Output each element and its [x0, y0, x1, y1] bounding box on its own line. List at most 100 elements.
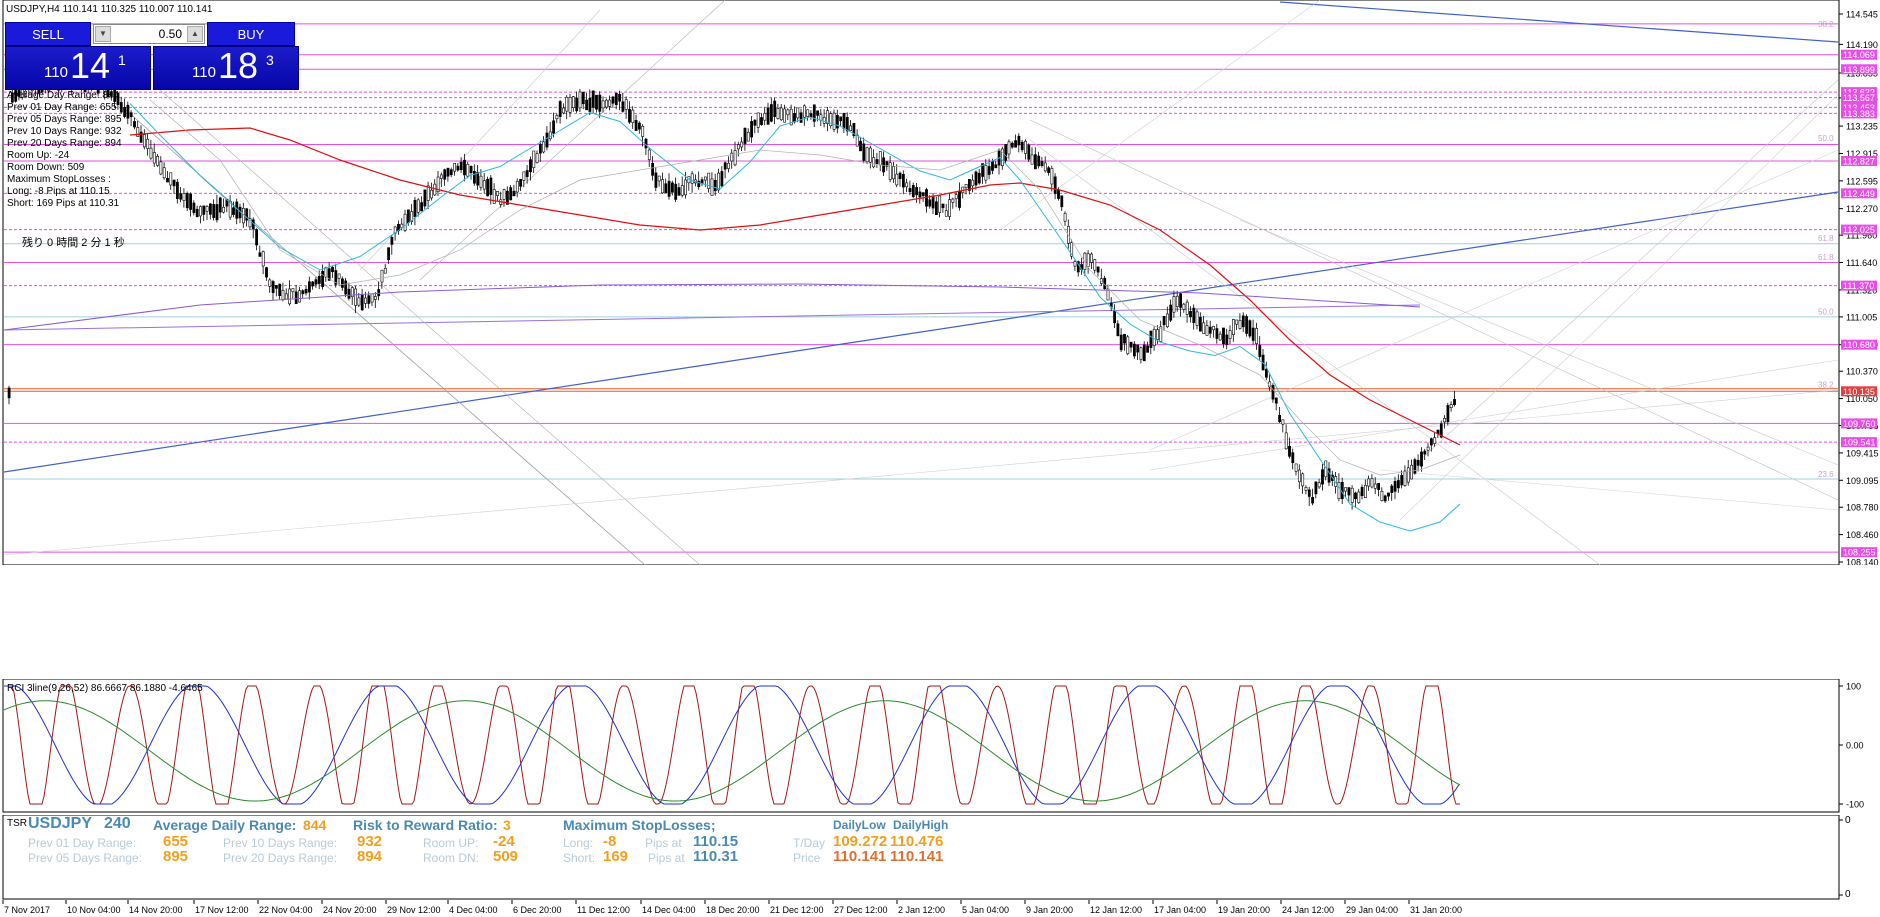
candle-body: [1020, 141, 1024, 151]
candle-body: [1086, 253, 1090, 267]
tsr-timeframe: 240: [104, 815, 131, 832]
candle-body: [126, 104, 130, 119]
rci-long-line: [3, 700, 1461, 802]
candle-body: [621, 101, 625, 112]
fib-labels: 38.2 50.0 61.8 61.8 50.0 38.2 23.6: [1818, 20, 1834, 479]
candle-body: [1162, 315, 1166, 326]
candle-body: [598, 94, 602, 112]
candle-body: [472, 171, 476, 184]
rci-chart-svg[interactable]: 100 0.00 -100: [0, 679, 1880, 813]
price-tick-label: 114.190: [1846, 40, 1878, 50]
candle-body: [1304, 486, 1308, 491]
candle-body: [1327, 468, 1331, 483]
candle-body: [802, 105, 806, 118]
candle-body: [1166, 313, 1169, 328]
candle-body: [888, 162, 892, 180]
candle-body: [1274, 397, 1278, 404]
fib-label: 61.8: [1818, 253, 1834, 262]
lot-decrease-button[interactable]: ▼: [95, 26, 111, 42]
buy-price-button[interactable]: 110 18 3: [153, 45, 299, 90]
candle-body: [1364, 485, 1367, 498]
candle-body: [430, 189, 433, 199]
candle-body: [1370, 478, 1374, 488]
candle-body: [1433, 437, 1437, 444]
ma-cyan: [129, 103, 1461, 532]
one-click-trade-panel[interactable]: SELL ▼ 0.50 ▲ BUY 110 14 1 110 18 3: [5, 22, 299, 90]
price-tick-label: 111.960: [1846, 231, 1877, 241]
long-price: 110.15: [693, 833, 739, 850]
candle-body: [340, 278, 344, 288]
candle-body: [209, 203, 212, 215]
candle-body: [1393, 481, 1397, 492]
rci-short-line: [4, 685, 1460, 805]
candle-body: [1416, 459, 1420, 466]
candle-body: [736, 144, 740, 150]
candle-body: [1037, 155, 1041, 167]
main-chart-svg[interactable]: 114.545114.190113.855113.565113.235112.9…: [0, 0, 1880, 565]
candle-body: [304, 288, 308, 294]
buy-price-big-figure: 110: [192, 64, 216, 81]
candle-body: [1245, 316, 1249, 334]
time-tick-label: 2 Jan 12:00: [898, 905, 945, 915]
rci-indicator-pane[interactable]: 100 0.00 -100 RCI 3line(9,26,52) 86.6667 8…: [0, 679, 1880, 813]
candle-body: [426, 185, 430, 201]
candle-body: [1228, 330, 1232, 339]
candle-body: [1225, 334, 1229, 345]
candle-body: [1410, 464, 1414, 480]
candle-body: [826, 110, 829, 124]
short-price: 110.31: [693, 848, 739, 865]
p10-label: Prev 10 Days Range:: [223, 836, 338, 850]
candle-body: [651, 163, 655, 176]
candle-body: [799, 112, 803, 123]
candle-body: [1202, 322, 1206, 334]
candle-body: [347, 288, 351, 299]
lot-size-input[interactable]: ▼ 0.50 ▲: [93, 24, 205, 44]
fib-label: 50.0: [1818, 134, 1834, 143]
candle-body: [169, 172, 173, 186]
candle-body: [1265, 368, 1268, 378]
candle-body: [779, 107, 783, 121]
candle-body: [1040, 161, 1044, 167]
daily-high-label: DailyHigh: [893, 818, 949, 832]
fib-label: 38.2: [1818, 20, 1834, 29]
lot-increase-button[interactable]: ▲: [187, 26, 203, 42]
candle-body: [1027, 144, 1031, 160]
candle-body: [776, 108, 780, 119]
candle-body: [496, 190, 499, 196]
candle-body: [911, 185, 915, 197]
candle-body: [1397, 480, 1400, 489]
candle-body: [505, 190, 509, 205]
candle-body: [981, 163, 985, 177]
candle-body: [545, 132, 549, 148]
time-tick-label: 5 Jan 04:00: [962, 905, 1009, 915]
rci-tick-label: -100: [1846, 800, 1864, 810]
candle-body: [862, 143, 866, 161]
lot-size-value: 0.50: [158, 27, 182, 41]
candle-body: [1053, 176, 1057, 194]
candle-body: [763, 113, 767, 121]
buy-button[interactable]: BUY: [207, 22, 295, 46]
trend-line: [3, 191, 1839, 473]
candle-body: [1073, 261, 1077, 267]
candle-body: [1146, 345, 1150, 353]
sell-button[interactable]: SELL: [5, 22, 91, 46]
candle-body: [350, 287, 354, 297]
candle-body: [1271, 384, 1275, 400]
level-tag-bg: [1841, 64, 1877, 75]
trend-line: [359, 9, 601, 271]
candle-body: [1238, 320, 1242, 329]
time-tick-label: 6 Dec 20:00: [513, 905, 562, 915]
ma-purple: [3, 283, 1421, 331]
candle-body: [664, 183, 668, 194]
candle-body: [571, 96, 575, 108]
candle-body: [1449, 404, 1453, 409]
price-tick-label: 112.915: [1846, 149, 1878, 159]
tsr-indicator-pane[interactable]: TSR USDJPY 240 Average Daily Range: 844 …: [0, 815, 1880, 900]
sell-price-button[interactable]: 110 14 1: [5, 45, 151, 90]
main-chart-pane[interactable]: 114.545114.190113.855113.565113.235112.9…: [0, 0, 1880, 565]
candle-body: [479, 175, 483, 188]
candle-body: [370, 293, 374, 303]
candle-body: [575, 97, 579, 112]
candle-body: [1390, 485, 1394, 493]
trend-line: [1149, 359, 1839, 471]
